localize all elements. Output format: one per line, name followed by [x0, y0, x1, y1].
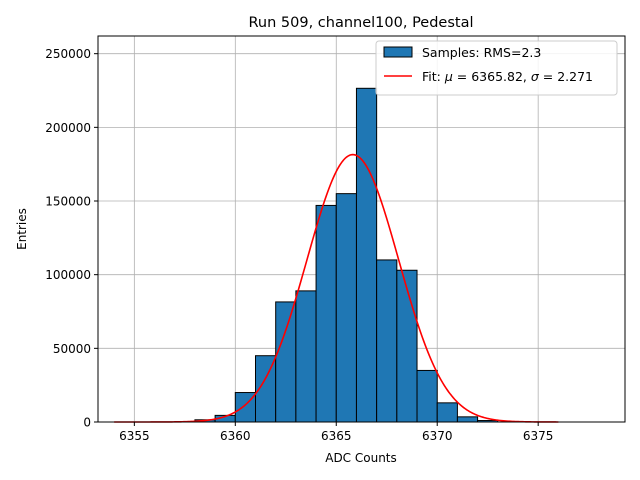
histogram-bar	[355, 87, 378, 423]
histogram-bar	[275, 301, 297, 423]
y-tick-label: 250000	[45, 47, 91, 61]
legend-label-samples: Samples: RMS=2.3	[422, 45, 541, 60]
y-axis-ticks: 0 50000 100000 150000 200000 250000	[45, 47, 98, 430]
chart-title: Run 509, channel100, Pedestal	[248, 15, 473, 31]
x-tick-label: 6355	[119, 429, 150, 443]
histogram-bar	[376, 259, 398, 423]
legend-swatch-samples	[383, 46, 413, 58]
y-tick-label: 0	[83, 416, 91, 430]
x-tick-label: 6375	[523, 429, 554, 443]
histogram-bar	[436, 402, 458, 423]
histogram-bar	[456, 416, 479, 423]
x-tick-label: 6360	[220, 429, 251, 443]
histogram-bars	[194, 87, 499, 423]
x-axis-label: ADC Counts	[325, 451, 397, 465]
legend: Samples: RMS=2.3 Fit: μ = 6365.82, σ = 2…	[375, 40, 618, 96]
x-axis-ticks: 6355 6360 6365 6370 6375	[119, 422, 553, 443]
y-tick-label: 50000	[53, 342, 91, 356]
histogram-bar	[295, 290, 317, 423]
x-tick-label: 6370	[422, 429, 453, 443]
histogram-bar	[416, 369, 438, 423]
histogram-bar	[315, 204, 337, 423]
histogram-bar	[396, 269, 418, 423]
plot-frame	[97, 35, 626, 423]
y-axis-label: Entries	[15, 208, 29, 250]
x-tick-label: 6365	[321, 429, 352, 443]
y-tick-label: 100000	[45, 268, 91, 282]
y-tick-label: 150000	[45, 195, 91, 209]
y-tick-label: 200000	[45, 121, 91, 135]
legend-box	[375, 40, 618, 96]
legend-label-fit: Fit: μ = 6365.82, σ = 2.271	[422, 69, 593, 84]
histogram-bar	[335, 193, 357, 423]
